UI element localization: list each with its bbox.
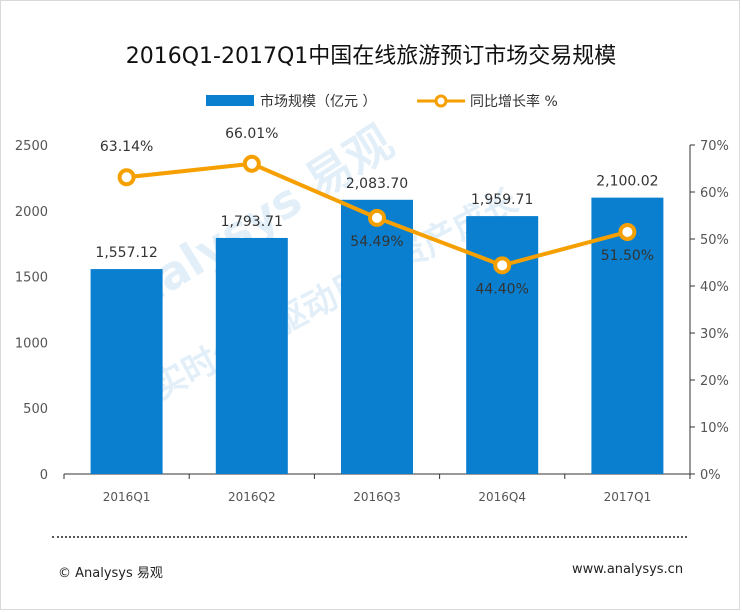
y-left-tick-label: 1500 xyxy=(15,271,48,286)
chart-title: 2016Q1-2017Q1中国在线旅游预订市场交易规模 xyxy=(125,44,617,69)
bar-value-label: 1,959.71 xyxy=(471,192,533,208)
line-point xyxy=(618,222,637,241)
y-left-tick-label: 2000 xyxy=(15,205,48,220)
y-right-tick-label: 30% xyxy=(700,327,729,342)
bar xyxy=(591,197,664,474)
legend-bar-label: 市场规模（亿元 ） xyxy=(260,94,377,110)
y-right-tick-label: 50% xyxy=(700,233,729,248)
y-left-tick-label: 0 xyxy=(40,468,48,483)
line-value-label: 44.40% xyxy=(476,281,529,297)
line-point xyxy=(368,208,386,227)
bar xyxy=(341,199,413,474)
y-right-tick-label: 20% xyxy=(700,374,729,389)
legend-line-label: 同比增长率 % xyxy=(470,94,558,110)
bar-value-label: 2,100.02 xyxy=(596,174,658,190)
line-value-label: 51.50% xyxy=(601,248,654,264)
y-left-tick-label: 500 xyxy=(23,402,48,417)
line-value-label: 54.49% xyxy=(350,234,403,250)
x-tick-label: 2016Q4 xyxy=(478,490,526,504)
x-tick-label: 2016Q2 xyxy=(228,490,276,504)
x-tick-label: 2017Q1 xyxy=(604,490,652,504)
bar-value-label: 2,083.70 xyxy=(346,176,408,192)
legend: 市场规模（亿元 ） 同比增长率 % xyxy=(0,91,742,111)
line-value-label: 66.01% xyxy=(225,126,278,142)
line-value-label: 63.14% xyxy=(100,139,153,155)
y-right-tick-label: 40% xyxy=(700,280,729,295)
y-right-tick-label: 70% xyxy=(700,139,729,154)
line-point xyxy=(242,154,261,173)
legend-bar-swatch xyxy=(206,95,254,106)
bar xyxy=(215,237,288,474)
bar xyxy=(90,269,163,474)
y-right-tick-label: 60% xyxy=(700,186,729,201)
y-right-tick-label: 0% xyxy=(700,468,721,483)
line-point xyxy=(117,168,136,187)
footer-separator xyxy=(52,536,687,538)
bar-value-label: 1,793.71 xyxy=(221,214,283,230)
y-left-tick-label: 2500 xyxy=(15,139,48,154)
y-left-tick-label: 1000 xyxy=(15,336,48,351)
x-tick-label: 2016Q1 xyxy=(103,490,151,504)
y-right-tick-label: 10% xyxy=(700,421,729,436)
bar-value-label: 1,557.12 xyxy=(95,245,157,261)
x-tick-label: 2016Q3 xyxy=(353,490,401,504)
footer-copyright: © Analysys 易观 xyxy=(58,566,163,581)
footer-website: www.analysys.cn xyxy=(572,562,684,577)
legend-line-swatch xyxy=(417,94,465,108)
line-point xyxy=(493,256,512,275)
